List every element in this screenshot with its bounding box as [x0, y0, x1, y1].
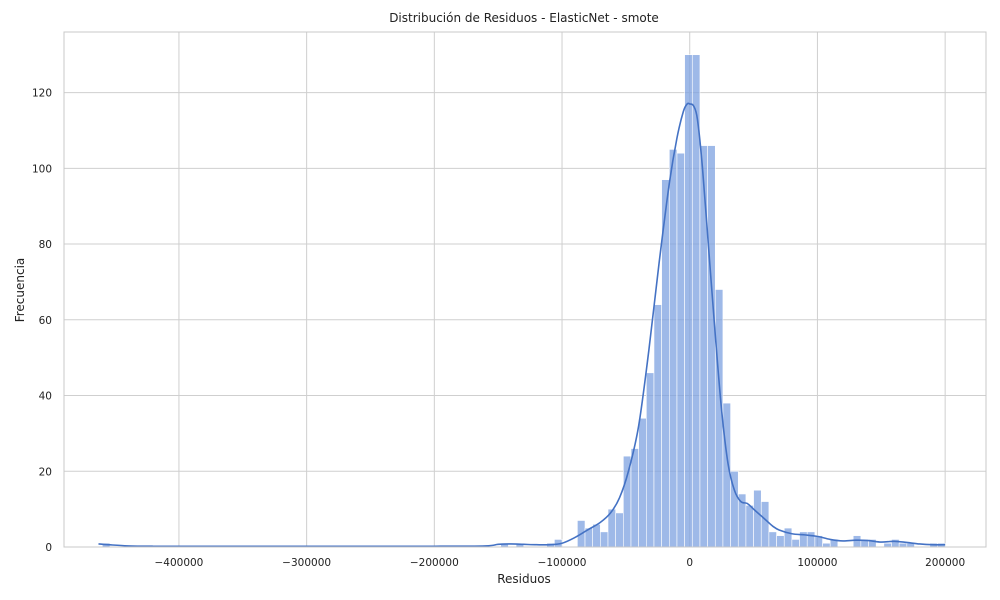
- y-tick-label-4: 80: [39, 239, 52, 251]
- y-tick-labels: 0 20 40 60 80 100 120: [32, 88, 52, 554]
- y-tick-label-5: 100: [32, 163, 52, 175]
- x-tick-label-6: 200000: [925, 557, 965, 569]
- y-tick-label-6: 120: [32, 88, 52, 100]
- y-tick-label-3: 60: [39, 315, 52, 327]
- y-tick-label-1: 20: [39, 466, 52, 478]
- x-tick-labels: −400000 −300000 −200000 −100000 0 100000 20000…: [154, 557, 965, 569]
- histogram-bar-10: [615, 512, 624, 548]
- x-tick-label-0: −400000: [154, 557, 203, 569]
- histogram-bar-22: [707, 145, 716, 548]
- histogram-bar-17: [669, 149, 678, 548]
- histogram-bar-13: [638, 417, 647, 548]
- histogram-bar-37: [822, 542, 831, 548]
- y-tick-label-2: 40: [39, 391, 52, 403]
- histogram-bar-11: [623, 455, 632, 548]
- histogram-bar-12: [630, 448, 639, 548]
- x-tick-label-3: −100000: [538, 557, 587, 569]
- histogram-bar-14: [646, 372, 655, 548]
- x-tick-label-2: −200000: [410, 557, 459, 569]
- histogram-bar-27: [745, 505, 754, 548]
- histogram-bar-44: [898, 542, 908, 548]
- histogram-bar-32: [783, 527, 793, 548]
- y-axis-label: Frecuencia: [13, 258, 27, 323]
- histogram-bars: [102, 54, 946, 548]
- histogram-bar-29: [760, 501, 770, 548]
- histogram-bar-30: [768, 531, 777, 548]
- histogram-bar-15: [653, 304, 662, 548]
- histogram-bar-19: [684, 54, 693, 548]
- histogram-bar-8: [600, 531, 609, 548]
- histogram-bar-31: [776, 535, 785, 548]
- plot-frame: [63, 31, 987, 548]
- histogram-bar-33: [791, 539, 800, 548]
- histogram-bar-39: [852, 535, 862, 548]
- histogram-bar-35: [806, 531, 816, 548]
- grid-lines: [64, 32, 986, 548]
- y-tick-label-0: 0: [45, 542, 52, 554]
- histogram-bar-42: [883, 542, 892, 548]
- x-tick-label-1: −300000: [282, 557, 331, 569]
- histogram-bar-28: [753, 489, 762, 548]
- chart-title: Distribución de Residuos - ElasticNet - …: [389, 11, 659, 25]
- x-tick-label-4: 0: [686, 557, 693, 569]
- histogram-bar-21: [699, 145, 708, 548]
- kde-curve: [98, 102, 946, 548]
- histogram-bar-7: [592, 523, 601, 548]
- histogram-bar-18: [676, 152, 685, 548]
- x-axis-label: Residuos: [497, 572, 551, 586]
- x-tick-label-5: 100000: [797, 557, 837, 569]
